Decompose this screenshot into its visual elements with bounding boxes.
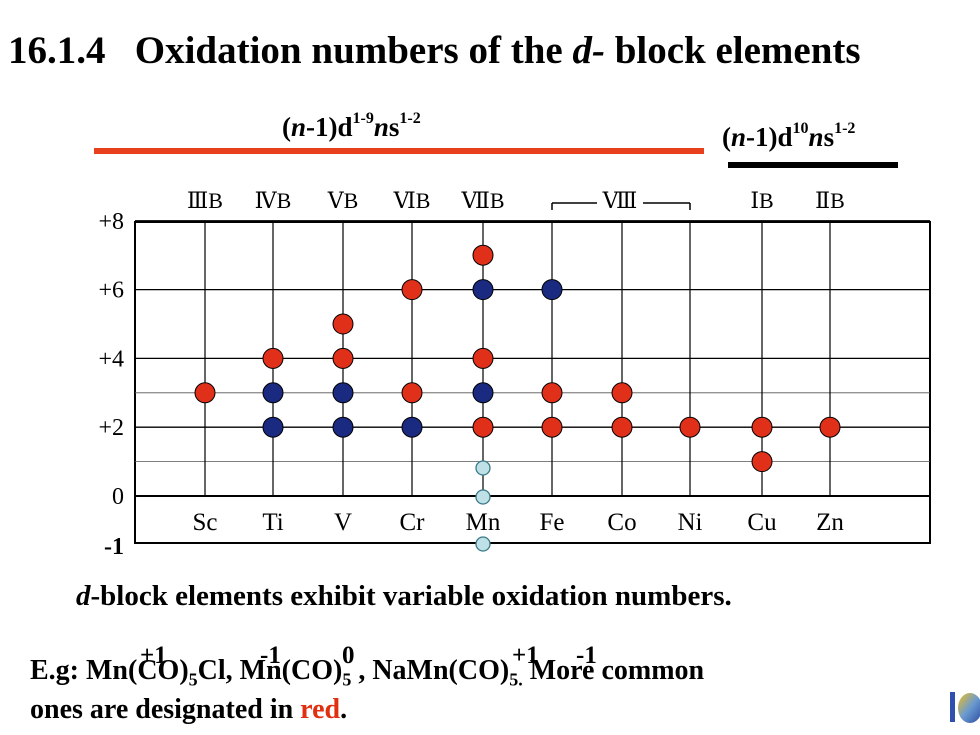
oxidation-point-cu-red [751,451,773,473]
oxidation-point-fe-blue [541,279,563,301]
group-label: ⅠB [750,188,773,213]
y-tick-label: -1 [104,534,124,560]
oxidation-label: +1 [512,642,539,669]
oxidation-label: -1 [576,642,597,669]
y-tick-label: +4 [98,346,124,372]
oxidation-point-v-red [332,347,354,369]
oxidation-point-v-blue [332,416,354,438]
element-label: Fe [540,509,565,536]
element-label: Mn [466,509,501,536]
y-tick-label: +8 [98,209,124,235]
oxidation-point-sc-red [194,382,216,404]
page-title: 16.1.4 Oxidation numbers of the d- block… [8,29,861,72]
oxidation-point-mn-pale [475,536,491,552]
oxidation-point-mn-blue [472,382,494,404]
group-label: ⅡB [815,188,845,213]
oxidation-point-co-red [611,382,633,404]
oxidation-point-fe-red [541,382,563,404]
element-label: Co [607,509,636,536]
element-label: Ni [678,509,703,536]
oxidation-point-ni-red [679,416,701,438]
element-label: Cu [747,509,777,536]
oxidation-point-mn-red [472,416,494,438]
oxidation-point-ti-blue [262,416,284,438]
group-label: ⅤB [327,188,359,213]
group-label: ⅢB [187,188,223,213]
oxidation-point-fe-red [541,416,563,438]
oxidation-point-ti-blue [262,382,284,404]
oxidation-point-mn-pale [475,460,491,476]
group-label: Ⅷ [602,188,638,213]
chart-caption: d-block elements exhibit variable oxidat… [76,580,732,612]
oxidation-point-mn-red [472,244,494,266]
oxidation-point-cr-blue [401,416,423,438]
red-highlight-word: red [300,693,341,725]
config-label-d1-9: (n-1)d1-9ns1-2 [282,110,421,142]
oxidation-point-co-red [611,416,633,438]
element-label: Sc [193,509,218,536]
oxidation-point-zn-red [819,416,841,438]
oxidation-point-v-red [332,313,354,335]
group-label: ⅥB [393,188,431,213]
oxidation-label: -1 [260,642,281,669]
oxidation-label: 0 [342,642,355,669]
red-bracket-line [94,148,704,154]
oxidation-point-ti-red [262,347,284,369]
oxidation-point-mn-red [472,347,494,369]
element-label: V [334,509,352,536]
black-bracket-line [728,162,898,168]
oxidation-point-mn-blue [472,279,494,301]
oxidation-point-cr-red [401,279,423,301]
element-label: Zn [816,509,844,536]
oxidation-point-mn-pale [475,489,491,505]
element-label: Ti [262,509,283,536]
oxidation-label: +1 [140,642,167,669]
y-tick-label: +6 [98,278,124,304]
logo-icon [950,692,980,723]
oxidation-point-cr-red [401,382,423,404]
y-tick-label: +2 [98,415,124,441]
example-text: E.g: Mn(CO)5Cl, Mn(CO)5 , NaMn(CO)5. Mor… [30,655,705,725]
group-label: ⅦB [460,188,504,213]
config-label-d10: (n-1)d10ns1-2 [722,120,856,152]
element-label: Cr [400,509,426,536]
oxidation-point-v-blue [332,382,354,404]
chart-frame [134,221,931,544]
oxidation-point-cu-red [751,416,773,438]
y-tick-label: 0 [112,484,124,510]
group-label: ⅣB [255,188,292,213]
